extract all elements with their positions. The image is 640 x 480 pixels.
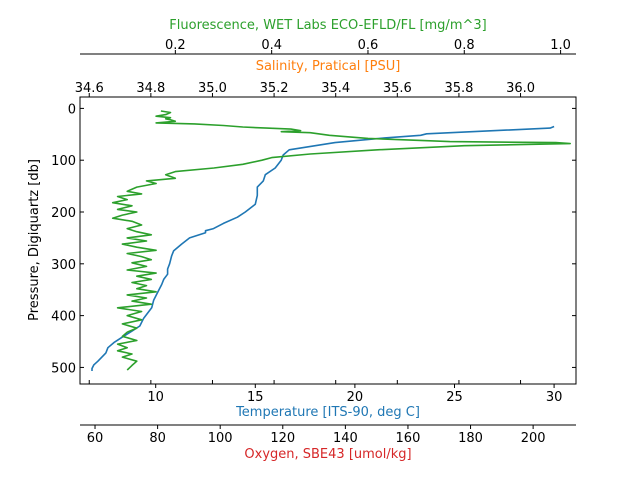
y-tick-label: 100 bbox=[51, 154, 76, 169]
temperature-tick-label: 25 bbox=[446, 390, 463, 405]
oxygen-tick-label: 80 bbox=[149, 431, 166, 446]
salinity-tick-label: 35.0 bbox=[198, 81, 227, 96]
y-tick-label: 300 bbox=[51, 258, 76, 273]
fluorescence-tick-label: 0.4 bbox=[261, 38, 282, 53]
temperature-tick-label: 30 bbox=[546, 390, 563, 405]
y-tick-label: 400 bbox=[51, 310, 76, 325]
fluorescence-axis-title: Fluorescence, WET Labs ECO-EFLD/FL [mg/m… bbox=[169, 18, 486, 33]
fluorescence-tick-label: 0.6 bbox=[358, 38, 379, 53]
oxygen-tick-label: 60 bbox=[87, 431, 104, 446]
salinity-tick-label: 35.2 bbox=[260, 81, 289, 96]
plot-frame bbox=[79, 96, 577, 385]
y-tick-label: 0 bbox=[68, 102, 76, 117]
fluorescence-tick-label: 0.2 bbox=[165, 38, 186, 53]
temperature-profile-line bbox=[91, 125, 555, 371]
fluorescence-profile-line bbox=[111, 110, 572, 371]
y-tick-label: 500 bbox=[51, 361, 76, 376]
oxygen-axis-title: Oxygen, SBE43 [umol/kg] bbox=[244, 447, 411, 462]
oxygen-tick-label: 160 bbox=[396, 431, 421, 446]
salinity-tick-label: 35.6 bbox=[383, 81, 412, 96]
salinity-tick-label: 35.4 bbox=[321, 81, 350, 96]
oxygen-tick-label: 200 bbox=[521, 431, 546, 446]
salinity-tick-label: 34.6 bbox=[75, 81, 104, 96]
salinity-axis-title: Salinity, Pratical [PSU] bbox=[256, 59, 401, 74]
temperature-tick-label: 15 bbox=[247, 390, 264, 405]
temperature-tick-label: 20 bbox=[347, 390, 364, 405]
y-tick-label: 200 bbox=[51, 206, 76, 221]
temperature-tick-label: 10 bbox=[147, 390, 164, 405]
temperature-axis-title: Temperature [ITS-90, deg C] bbox=[235, 405, 420, 420]
oxygen-tick-label: 180 bbox=[458, 431, 483, 446]
fluorescence-tick-label: 0.8 bbox=[454, 38, 475, 53]
oxygen-tick-label: 120 bbox=[270, 431, 295, 446]
salinity-tick-label: 34.8 bbox=[136, 81, 165, 96]
salinity-tick-label: 35.8 bbox=[444, 81, 473, 96]
salinity-tick-label: 36.0 bbox=[506, 81, 535, 96]
y-axis-title: Pressure, Digiquartz [db] bbox=[27, 159, 42, 321]
fluorescence-tick-label: 1.0 bbox=[550, 38, 571, 53]
oxygen-tick-label: 140 bbox=[333, 431, 358, 446]
oxygen-tick-label: 100 bbox=[208, 431, 233, 446]
